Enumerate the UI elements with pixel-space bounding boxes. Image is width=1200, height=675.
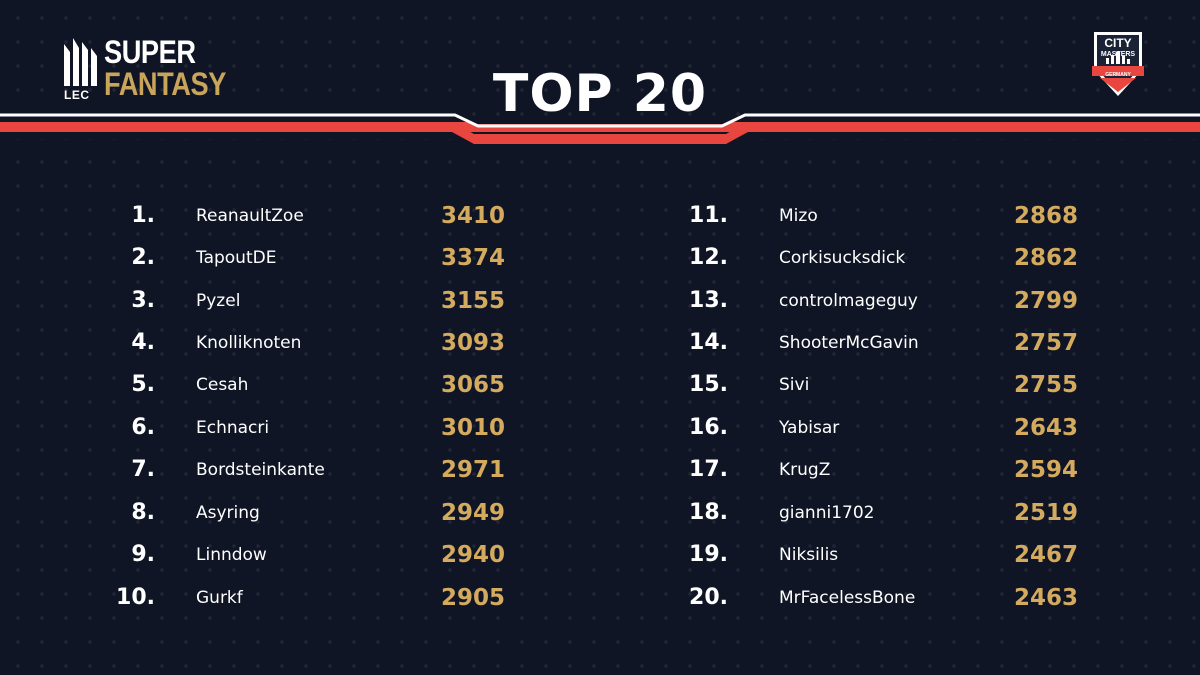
player-name: Knolliknoten bbox=[196, 333, 302, 353]
leaderboard-row: 5. Cesah 3065 bbox=[0, 364, 1200, 406]
lec-crest-icon bbox=[64, 38, 97, 86]
rank-number: 3. bbox=[131, 288, 155, 313]
player-score: 2905 bbox=[441, 585, 506, 611]
brand-league-label: LEC bbox=[64, 88, 90, 102]
rank-number: 16. bbox=[689, 415, 728, 440]
leaderboard-row: 7. Bordsteinkante 2971 bbox=[0, 449, 1200, 491]
player-score: 2594 bbox=[1014, 457, 1079, 483]
leaderboard-row: 17. KrugZ 2594 bbox=[0, 449, 1200, 491]
player-score: 2971 bbox=[441, 457, 506, 483]
leaderboard-row: 12. Corkisucksdick 2862 bbox=[0, 237, 1200, 279]
leaderboard-row: 1. ReanaultZoe 3410 bbox=[0, 195, 1200, 237]
leaderboard-row: 6. Echnacri 3010 bbox=[0, 407, 1200, 449]
leaderboard-row: 13. controlmageguy 2799 bbox=[0, 280, 1200, 322]
page-title: TOP 20 bbox=[492, 64, 708, 124]
leaderboard-row: 14. ShooterMcGavin 2757 bbox=[0, 322, 1200, 364]
rank-number: 20. bbox=[689, 585, 728, 610]
player-name: controlmageguy bbox=[779, 291, 918, 311]
city-masters-badge: CITY MASTERS GERMANY bbox=[1086, 30, 1150, 100]
rank-number: 1. bbox=[131, 203, 155, 228]
rank-number: 2. bbox=[131, 245, 155, 270]
rank-number: 10. bbox=[116, 585, 155, 610]
brand-name-super: SUPER bbox=[104, 34, 196, 70]
rank-number: 11. bbox=[689, 203, 728, 228]
player-score: 3155 bbox=[441, 288, 506, 314]
red-band bbox=[0, 122, 1200, 144]
leaderboard-row: 15. Sivi 2755 bbox=[0, 364, 1200, 406]
leaderboard-row: 4. Knolliknoten 3093 bbox=[0, 322, 1200, 364]
player-score: 3010 bbox=[441, 415, 506, 441]
player-score: 2868 bbox=[1014, 203, 1079, 229]
rank-number: 7. bbox=[131, 457, 155, 482]
player-name: ShooterMcGavin bbox=[779, 333, 919, 353]
rank-number: 5. bbox=[131, 372, 155, 397]
player-name: Niksilis bbox=[779, 545, 839, 565]
player-name: Sivi bbox=[779, 375, 810, 395]
rank-number: 12. bbox=[689, 245, 728, 270]
rank-number: 18. bbox=[689, 500, 728, 525]
leaderboard-row: 2. TapoutDE 3374 bbox=[0, 237, 1200, 279]
badge-subtitle: MASTERS bbox=[1100, 51, 1136, 58]
player-score: 2862 bbox=[1014, 245, 1079, 271]
rank-number: 15. bbox=[689, 372, 728, 397]
leaderboard-row: 9. Linndow 2940 bbox=[0, 534, 1200, 576]
rank-number: 9. bbox=[131, 542, 155, 567]
player-name: Gurkf bbox=[196, 588, 243, 608]
player-name: TapoutDE bbox=[196, 248, 277, 268]
rank-number: 19. bbox=[689, 542, 728, 567]
rank-number: 13. bbox=[689, 288, 728, 313]
super-fantasy-logo: LEC SUPER FANTASY bbox=[62, 36, 232, 104]
player-score: 3410 bbox=[441, 203, 506, 229]
player-name: gianni1702 bbox=[779, 503, 875, 523]
player-score: 2519 bbox=[1014, 500, 1079, 526]
rank-number: 6. bbox=[131, 415, 155, 440]
player-name: Asyring bbox=[196, 503, 260, 523]
white-rule bbox=[0, 113, 1200, 128]
player-score: 2757 bbox=[1014, 330, 1079, 356]
leaderboard-row: 20. MrFacelessBone 2463 bbox=[0, 577, 1200, 619]
player-score: 2940 bbox=[441, 542, 506, 568]
player-score: 2643 bbox=[1014, 415, 1079, 441]
player-name: ReanaultZoe bbox=[196, 206, 304, 226]
rank-number: 8. bbox=[131, 500, 155, 525]
rank-number: 4. bbox=[131, 330, 155, 355]
player-score: 3065 bbox=[441, 372, 506, 398]
player-name: Yabisar bbox=[779, 418, 840, 438]
player-name: Corkisucksdick bbox=[779, 248, 906, 268]
player-score: 3093 bbox=[441, 330, 506, 356]
player-score: 2949 bbox=[441, 500, 506, 526]
player-score: 3374 bbox=[441, 245, 506, 271]
player-name: Cesah bbox=[196, 375, 249, 395]
player-score: 2799 bbox=[1014, 288, 1079, 314]
player-name: Mizo bbox=[779, 206, 818, 226]
badge-country: GERMANY bbox=[1105, 72, 1131, 78]
leaderboard-row: 11. Mizo 2868 bbox=[0, 195, 1200, 237]
player-name: Bordsteinkante bbox=[196, 460, 325, 480]
player-score: 2463 bbox=[1014, 585, 1079, 611]
player-name: Linndow bbox=[196, 545, 267, 565]
brand-name-fantasy: FANTASY bbox=[104, 66, 226, 102]
rank-number: 14. bbox=[689, 330, 728, 355]
leaderboard-row: 8. Asyring 2949 bbox=[0, 492, 1200, 534]
header-divider bbox=[0, 112, 1200, 144]
player-score: 2467 bbox=[1014, 542, 1079, 568]
rank-number: 17. bbox=[689, 457, 728, 482]
player-name: KrugZ bbox=[779, 460, 831, 480]
leaderboard-row: 16. Yabisar 2643 bbox=[0, 407, 1200, 449]
leaderboard-row: 10. Gurkf 2905 bbox=[0, 577, 1200, 619]
city-masters-shield-icon bbox=[1092, 32, 1144, 96]
player-name: Echnacri bbox=[196, 418, 270, 438]
player-name: Pyzel bbox=[196, 291, 241, 311]
leaderboard-row: 19. Niksilis 2467 bbox=[0, 534, 1200, 576]
player-name: MrFacelessBone bbox=[779, 588, 916, 608]
badge-title: CITY bbox=[1104, 36, 1132, 50]
leaderboard-row: 3. Pyzel 3155 bbox=[0, 280, 1200, 322]
leaderboard-row: 18. gianni1702 2519 bbox=[0, 492, 1200, 534]
player-score: 2755 bbox=[1014, 372, 1079, 398]
